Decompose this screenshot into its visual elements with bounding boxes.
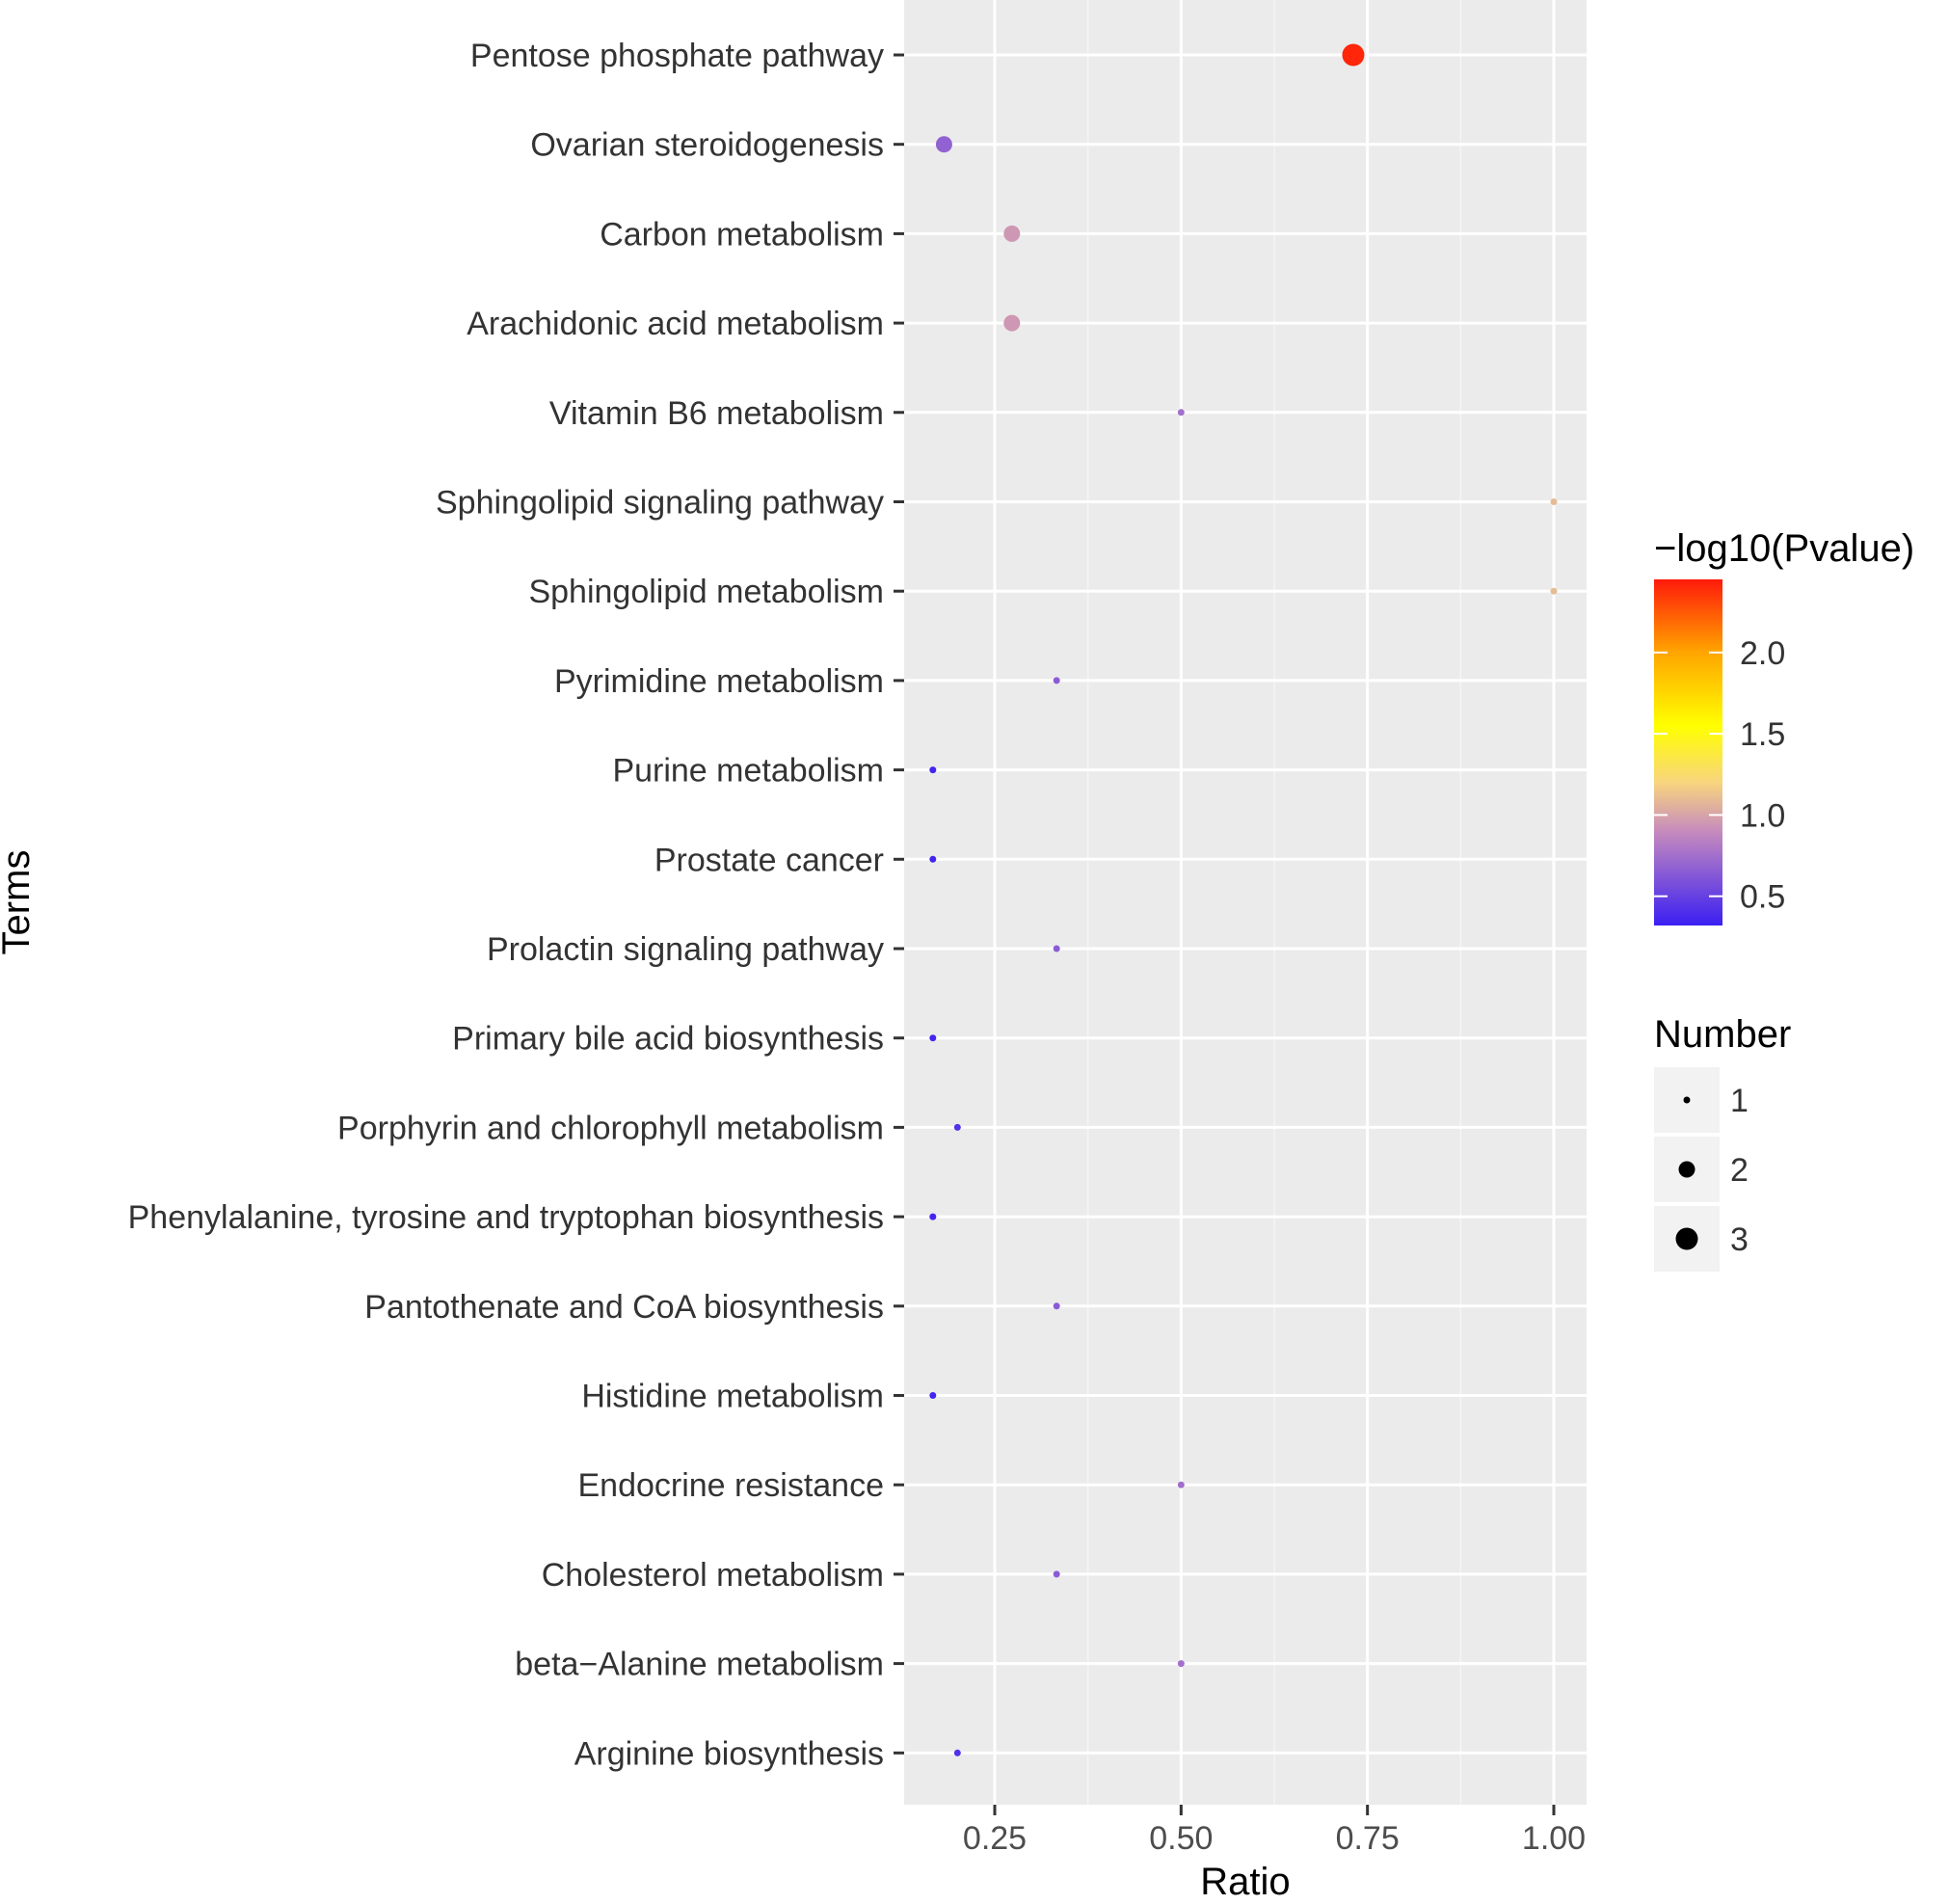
data-point — [929, 1213, 937, 1220]
size-legend-keys: 1 2 3 — [1654, 1067, 1749, 1272]
y-axis: Pentose phosphate pathway Ovarian steroid… — [128, 38, 904, 1772]
data-point — [929, 855, 937, 863]
size-legend-title: Number — [1654, 1013, 1791, 1056]
data-point — [1053, 677, 1060, 684]
data-point — [1177, 1660, 1185, 1668]
data-point — [953, 1749, 961, 1757]
data-point — [1550, 498, 1558, 505]
size-legend-dot — [1683, 1096, 1691, 1104]
color-bar-tick-label: 2.0 — [1740, 635, 1785, 672]
term-label: Arachidonic acid metabolism — [467, 306, 884, 342]
term-label: Pentose phosphate pathway — [470, 38, 884, 74]
size-legend-dot — [1675, 1227, 1698, 1250]
size-legend-dot — [1678, 1161, 1695, 1178]
term-label: Primary bile acid biosynthesis — [452, 1021, 884, 1058]
x-tick-label: 0.75 — [1336, 1820, 1400, 1857]
term-label: Pyrimidine metabolism — [554, 663, 884, 700]
term-label: Phenylalanine, tyrosine and tryptophan b… — [128, 1199, 884, 1236]
term-label: Sphingolipid metabolism — [528, 574, 884, 610]
x-axis-title: Ratio — [1200, 1861, 1290, 1903]
color-bar-tick-label: 1.0 — [1740, 797, 1785, 834]
data-point — [929, 1392, 937, 1399]
color-bar — [1654, 579, 1722, 925]
plot-panel — [904, 0, 1587, 1805]
color-bar-tick-label: 1.5 — [1740, 716, 1785, 753]
term-label: beta−Alanine metabolism — [515, 1647, 884, 1683]
term-label: Pantothenate and CoA biosynthesis — [364, 1289, 884, 1326]
term-label: Sphingolipid signaling pathway — [436, 485, 884, 522]
term-label: Ovarian steroidogenesis — [530, 127, 884, 164]
term-label: Histidine metabolism — [581, 1379, 884, 1415]
term-label: Vitamin B6 metabolism — [549, 395, 884, 432]
data-point — [929, 766, 937, 774]
x-tick-label: 0.50 — [1149, 1820, 1213, 1857]
data-point — [1053, 1302, 1060, 1310]
data-point — [935, 136, 952, 153]
term-label: Carbon metabolism — [600, 216, 884, 253]
data-point — [1342, 43, 1365, 67]
data-point — [1003, 314, 1021, 332]
data-point — [1177, 409, 1185, 416]
size-legend-label: 3 — [1730, 1221, 1749, 1258]
color-bar-ticks: 0.5 1.0 1.5 2.0 — [1654, 635, 1785, 916]
term-label: Prolactin signaling pathway — [487, 931, 884, 968]
term-label: Purine metabolism — [612, 753, 884, 790]
data-point — [1053, 1570, 1060, 1578]
data-point — [1550, 587, 1558, 595]
y-axis-title: Terms — [0, 850, 38, 955]
data-point — [1053, 945, 1060, 952]
color-legend: −log10(Pvalue) 0.5 1.0 1.5 2.0 — [1654, 527, 1914, 925]
data-point — [929, 1034, 937, 1042]
x-axis: 0.25 0.50 0.75 1.00 — [963, 1805, 1586, 1857]
data-points — [929, 43, 1558, 1757]
term-label: Prostate cancer — [654, 842, 884, 878]
color-bar-tick-label: 0.5 — [1740, 879, 1785, 916]
data-point — [1177, 1481, 1185, 1488]
x-tick-label: 0.25 — [963, 1820, 1027, 1857]
term-label: Endocrine resistance — [577, 1467, 884, 1504]
grid-lines — [904, 0, 1587, 1805]
data-point — [1003, 225, 1021, 242]
term-label: Arginine biosynthesis — [574, 1735, 884, 1772]
size-legend: Number 1 2 3 — [1654, 1013, 1791, 1272]
data-point — [953, 1123, 961, 1131]
term-label: Porphyrin and chlorophyll metabolism — [337, 1110, 884, 1146]
size-legend-label: 1 — [1730, 1083, 1749, 1119]
size-legend-label: 2 — [1730, 1152, 1749, 1189]
x-tick-label: 1.00 — [1522, 1820, 1586, 1857]
term-label: Cholesterol metabolism — [542, 1557, 884, 1594]
color-legend-title: −log10(Pvalue) — [1654, 527, 1914, 570]
